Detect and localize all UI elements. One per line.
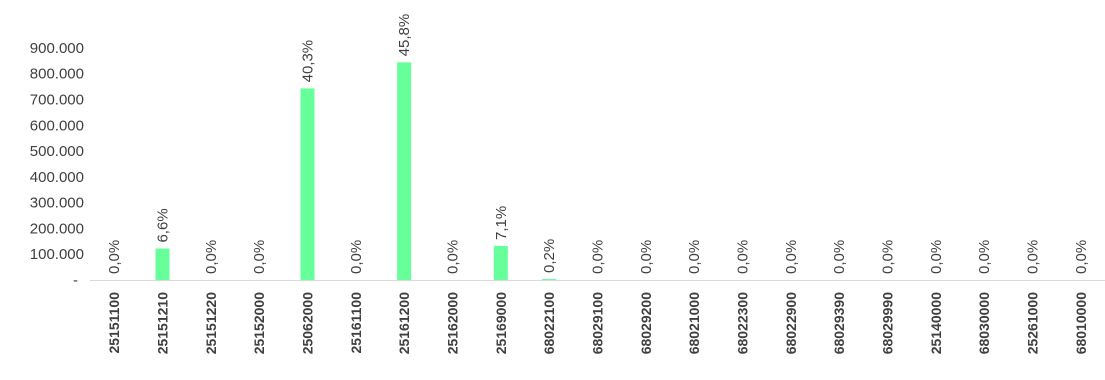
x-tick-label: 68029200 (638, 292, 654, 355)
data-labels: 0,0% 6,6% 0,0% 0,0% 40,3% 0,0% 45,8% 0,0% 7,1% 0,… (106, 14, 1090, 274)
x-tick-label: 68022300 (735, 292, 751, 355)
y-axis: - 100.000 200.000 300.000 400.000 500.000 600.… (30, 40, 84, 289)
x-tick-label: 68010000 (1073, 292, 1089, 355)
bar-data-label: 0,0% (686, 240, 703, 274)
bar (542, 278, 557, 280)
x-tick-label: 25062000 (300, 292, 316, 355)
bar-data-label: 0,0% (735, 240, 752, 274)
bar-data-label: 6,6% (155, 208, 172, 242)
x-tick-label: 68029100 (590, 292, 606, 355)
x-tick-label: 25261000 (1025, 292, 1041, 355)
y-tick-label: 200.000 (30, 220, 84, 237)
bar-data-label: 0,0% (445, 240, 462, 274)
bar-data-label: 40,3% (300, 40, 317, 83)
bars (155, 62, 557, 281)
x-tick-label: 68030000 (976, 292, 992, 355)
x-tick-label: 25161200 (396, 292, 412, 355)
x-tick-label: 68029990 (880, 292, 896, 355)
y-tick-label: - (73, 272, 78, 289)
x-tick-label: 25161100 (348, 292, 364, 354)
x-tick-label: 25152000 (251, 292, 267, 355)
x-tick-label: 68021000 (686, 292, 702, 355)
y-tick-label: 700.000 (30, 91, 84, 108)
bar-data-label: 7,1% (493, 206, 510, 240)
bar (155, 248, 170, 280)
x-tick-label: 25151220 (203, 292, 219, 355)
bar-data-label: 0,0% (1073, 240, 1090, 274)
bar-data-label: 0,0% (976, 240, 993, 274)
x-tick-label: 25140000 (928, 292, 944, 355)
bar-data-label: 0,0% (203, 240, 220, 274)
y-tick-label: 500.000 (30, 143, 84, 160)
y-tick-label: 300.000 (30, 195, 84, 212)
bar-data-label: 0,0% (1025, 240, 1042, 274)
x-tick-label: 68022900 (783, 292, 799, 355)
x-axis: 25151100 25151210 25151220 25152000 25062000… (106, 292, 1089, 355)
bar-data-label: 0,0% (106, 240, 123, 274)
bar-data-label: 0,0% (880, 240, 897, 274)
bar-data-label: 0,2% (541, 239, 558, 273)
bar-data-label: 0,0% (638, 240, 655, 274)
bar-data-label: 0,0% (251, 240, 268, 274)
bar-data-label: 0,0% (783, 240, 800, 274)
y-tick-label: 800.000 (30, 66, 84, 83)
bar-data-label: 45,8% (396, 14, 413, 57)
bar (493, 245, 508, 280)
y-tick-label: 400.000 (30, 169, 84, 186)
bar (397, 62, 412, 281)
bar (300, 88, 315, 280)
bar-data-label: 0,0% (348, 240, 365, 274)
x-tick-label: 25169000 (493, 292, 509, 355)
bar-data-label: 0,0% (590, 240, 607, 274)
x-tick-label: 25151210 (155, 292, 171, 355)
bar-data-label: 0,0% (928, 240, 945, 274)
x-tick-label: 68022100 (541, 292, 557, 355)
x-tick-label: 25151100 (106, 292, 122, 354)
y-tick-label: 600.000 (30, 117, 84, 134)
x-tick-label: 68029390 (831, 292, 847, 355)
y-tick-label: 100.000 (30, 246, 84, 263)
y-tick-label: 900.000 (30, 40, 84, 57)
x-tick-label: 25162000 (445, 292, 461, 355)
bar-data-label: 0,0% (831, 240, 848, 274)
